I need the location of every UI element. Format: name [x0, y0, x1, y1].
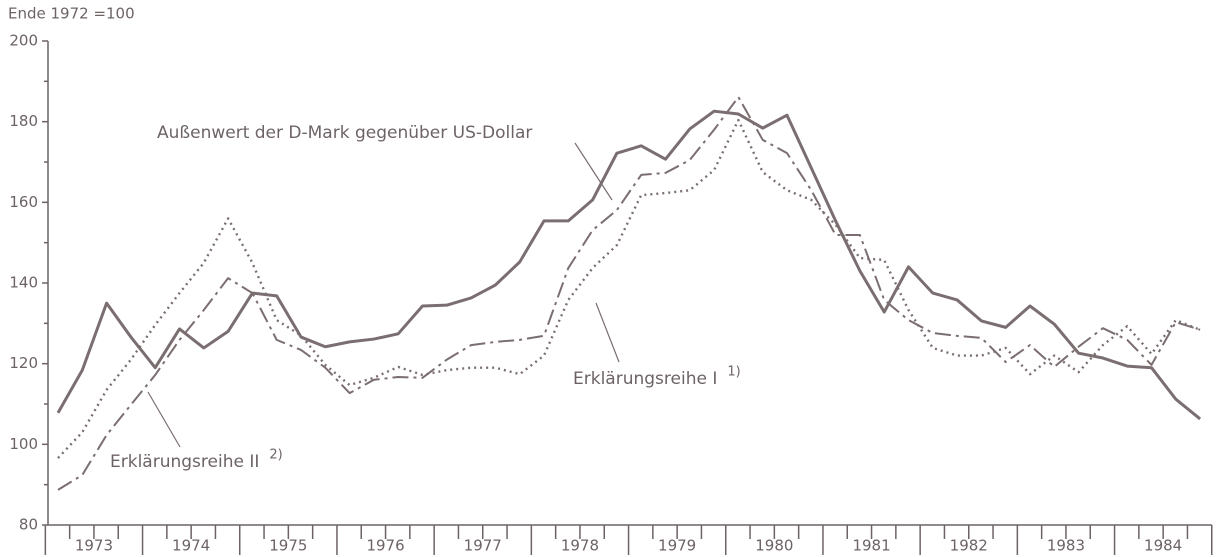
- y-tick-label: 180: [9, 112, 38, 130]
- x-tick-label: 1973: [75, 537, 113, 555]
- leader-line: [595, 302, 620, 363]
- series-footnote: 2): [269, 448, 282, 463]
- x-tick-label: 1984: [1144, 537, 1182, 555]
- y-tick-label: 80: [19, 516, 38, 534]
- x-tick-label: 1982: [950, 537, 988, 555]
- y-tick-label: 120: [9, 354, 38, 372]
- y-axis-label: Ende 1972 =100: [8, 5, 135, 23]
- x-tick-label: 1977: [464, 537, 502, 555]
- leader-line: [574, 142, 613, 201]
- line-series: [56, 109, 1202, 421]
- x-tick-label: 1975: [269, 537, 307, 555]
- line-series: [57, 118, 1201, 459]
- x-tick-label: 1976: [366, 537, 404, 555]
- line-series: [57, 96, 1201, 491]
- series-label: Erklärungsreihe II: [110, 452, 259, 472]
- y-tick-label: 140: [9, 274, 38, 292]
- x-tick-label: 1983: [1047, 537, 1085, 555]
- y-tick-label: 100: [9, 435, 38, 453]
- series-footnote: 1): [727, 365, 740, 380]
- leader-line: [147, 391, 181, 448]
- x-tick-label: 1978: [561, 537, 599, 555]
- y-tick-label: 160: [9, 193, 38, 211]
- x-tick-label: 1980: [755, 537, 793, 555]
- x-tick-label: 1974: [172, 537, 210, 555]
- series-label: Außenwert der D-Mark gegenüber US-Dollar: [157, 123, 532, 143]
- series-label: Erklärungsreihe I: [573, 369, 717, 389]
- y-tick-label: 200: [9, 32, 38, 50]
- x-tick-label: 1979: [658, 537, 696, 555]
- x-tick-label: 1981: [852, 537, 890, 555]
